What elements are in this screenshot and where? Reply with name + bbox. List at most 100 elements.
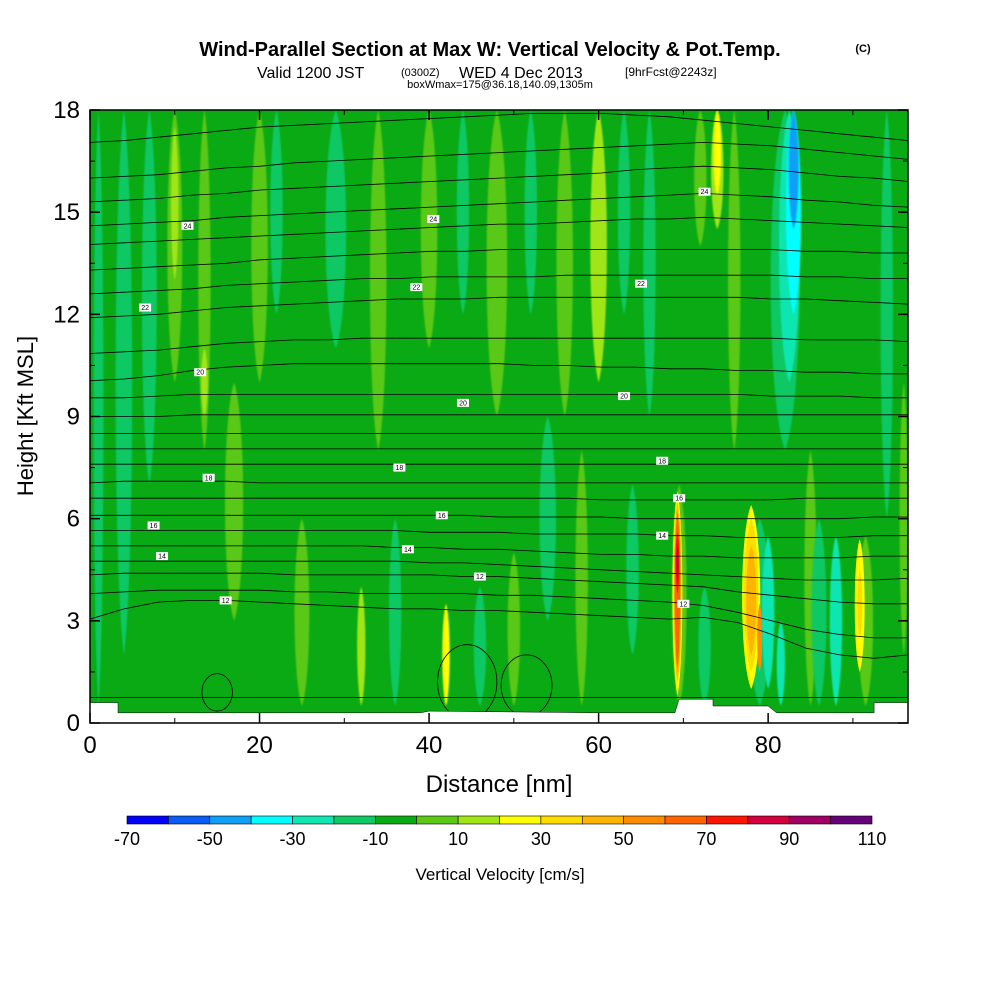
isentrope-label-bg: [219, 596, 232, 605]
updraft-cores: [672, 491, 865, 696]
velocity-region: [575, 450, 588, 706]
isentrope-label-text: 14: [658, 533, 666, 540]
isentrope-label: 14: [156, 552, 169, 561]
isentrope-label-text: 16: [675, 496, 683, 503]
colorbar-swatch: [623, 815, 666, 825]
colorbar-swatch: [457, 815, 500, 825]
velocity-region: [590, 110, 607, 383]
isentrope-label-bg: [139, 303, 152, 312]
isentrope-label: 16: [147, 521, 160, 530]
colorbar: [126, 815, 873, 825]
isentrope-label: 12: [219, 596, 232, 605]
x-tick-label: 0: [83, 732, 96, 759]
velocity-region: [251, 110, 268, 383]
isentrope-label-bg: [673, 494, 686, 503]
velocity-region: [369, 110, 387, 451]
isentrope-line: [90, 216, 908, 245]
isentrope-label: 14: [656, 531, 669, 540]
velocity-region: [643, 110, 656, 417]
isentrope-label-bg: [147, 521, 160, 530]
isentrope-label-text: 12: [222, 598, 230, 605]
isentrope-label-bg: [194, 368, 207, 377]
x-tick-label: 80: [755, 732, 782, 759]
colorbar-swatch: [168, 815, 211, 825]
velocity-region: [698, 586, 711, 706]
isentrope-label-bg: [156, 552, 169, 561]
isentrope-label-text: 24: [429, 216, 437, 223]
velocity-region: [486, 110, 508, 417]
updraft-core: [757, 603, 763, 672]
chart-title: Wind-Parallel Section at Max W: Vertical…: [199, 39, 780, 61]
colorbar-swatch: [333, 815, 376, 825]
colorbar-tick-label: 110: [858, 829, 887, 849]
velocity-region: [442, 603, 450, 706]
velocity-region: [294, 518, 310, 706]
copyright-mark: (C): [855, 43, 871, 55]
velocity-region: [761, 535, 775, 689]
isentrope-label-bg: [456, 398, 469, 407]
forecast-info: [9hrFcst@2243z]: [625, 65, 717, 79]
y-tick-label: 9: [67, 404, 80, 431]
contour-labels: 24 24 24 22 22 22 20 20 20 18 18 18 16 16 16 14 14 14 12 12…: [139, 187, 711, 608]
velocity-region: [713, 110, 721, 196]
y-axis: 0 3 6 9 12 15 18: [53, 97, 908, 737]
isentrope-line: [90, 414, 908, 417]
valid-line: Valid 1200 JST (0300Z) WED 4 Dec 2013 [9…: [257, 65, 717, 82]
isentrope-label: 24: [698, 187, 711, 196]
velocity-region: [270, 110, 283, 315]
velocity-region: [325, 110, 347, 349]
isentrope-line: [90, 249, 908, 271]
shallow-contour: [201, 673, 233, 712]
velocity-region: [171, 127, 179, 281]
potential-temperature-contours: [90, 113, 908, 698]
velocity-region: [507, 552, 521, 706]
x-tick-label: 40: [416, 732, 443, 759]
isentrope-label: 24: [181, 221, 194, 230]
isentrope-label-bg: [656, 531, 669, 540]
isentrope-label: 20: [194, 368, 207, 377]
colorbar-label: Vertical Velocity [cm/s]: [415, 865, 584, 884]
isentrope-line: [90, 192, 908, 227]
velocity-region: [198, 110, 211, 451]
colorbar-swatch: [292, 815, 335, 825]
velocity-region: [473, 586, 487, 706]
velocity-region: [811, 518, 827, 706]
x-tick-label: 60: [585, 732, 612, 759]
isentrope-label: 20: [456, 398, 469, 407]
isentrope-label: 18: [202, 473, 215, 482]
isentrope-label-bg: [410, 283, 423, 292]
updraft-core: [676, 545, 679, 580]
colorbar-tick-label: 10: [448, 829, 468, 849]
velocity-region: [880, 110, 894, 519]
isentrope-label-text: 24: [701, 189, 709, 196]
velocity-region: [556, 110, 573, 417]
colorbar-swatch: [788, 815, 831, 825]
isentrope-label-text: 20: [459, 400, 467, 407]
isentrope-line: [90, 514, 908, 520]
isentrope-label: 14: [401, 545, 414, 554]
isentrope-label-bg: [634, 279, 647, 288]
colorbar-tick-label: -70: [114, 829, 140, 849]
isentrope-label: 18: [656, 456, 669, 465]
y-tick-label: 0: [67, 710, 80, 737]
isentrope-line: [90, 274, 908, 295]
isentrope-label: 12: [677, 599, 690, 608]
isentrope-label: 12: [473, 572, 486, 581]
isentrope-line: [90, 480, 908, 484]
isentrope-line: [90, 394, 908, 399]
valid-date: WED 4 Dec 2013: [459, 65, 583, 82]
velocity-region: [115, 110, 133, 655]
updraft-core: [857, 569, 863, 638]
isentrope-label-bg: [427, 214, 440, 223]
isentrope-label-bg: [435, 511, 448, 520]
isentrope-label-bg: [473, 572, 486, 581]
isentrope-line: [90, 141, 908, 179]
isentrope-label: 16: [435, 511, 448, 520]
y-tick-label: 6: [67, 506, 80, 533]
terrain-mask: [90, 698, 908, 723]
plot-area: 24 24 24 22 22 22 20 20 20 18 18 18 16 16 16 14 14 14 12 12…: [90, 110, 908, 723]
velocity-region: [524, 110, 537, 315]
isentrope-line: [90, 572, 908, 605]
colorbar-tick-label: 90: [779, 829, 799, 849]
